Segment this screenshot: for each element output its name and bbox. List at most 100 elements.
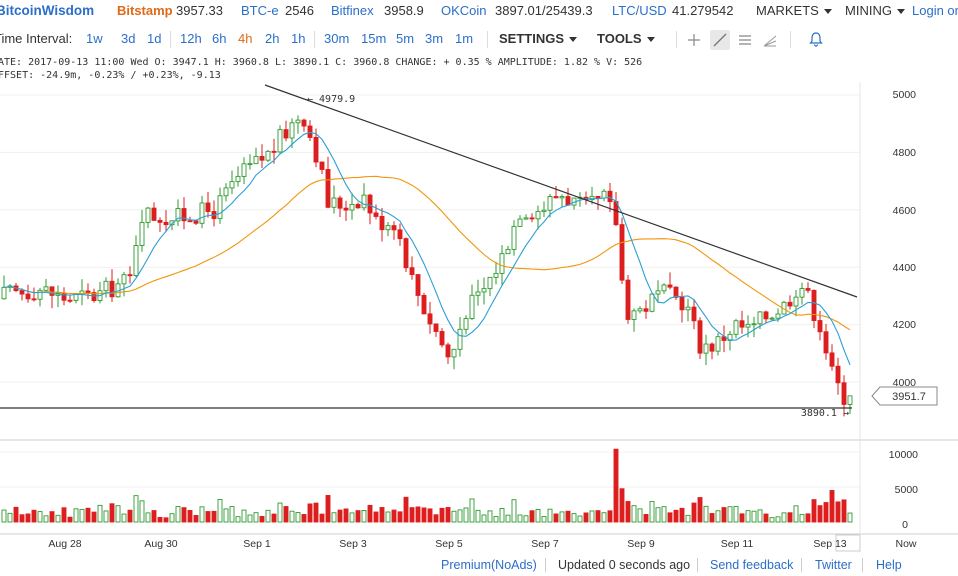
fibonacci-tool-icon[interactable] <box>762 32 778 48</box>
candle-body <box>181 208 187 222</box>
volume-bar <box>799 513 805 523</box>
interval-30m[interactable]: 30m <box>324 31 350 46</box>
candle-body <box>697 320 703 354</box>
volume-bar <box>151 510 157 523</box>
interval-15m[interactable]: 15m <box>361 31 387 46</box>
volume-bar <box>847 512 853 523</box>
volume-bar <box>421 507 427 523</box>
volume-bar <box>361 510 367 523</box>
candle-body <box>193 220 199 224</box>
candlesticks <box>1 115 853 417</box>
markets-menu[interactable]: MARKETS <box>756 3 832 18</box>
twitter-link[interactable]: Twitter <box>815 558 852 572</box>
login-link[interactable]: Login or <box>912 3 958 18</box>
footer-divider <box>801 558 802 572</box>
volume-bar <box>85 507 91 523</box>
candle-body <box>523 217 529 220</box>
exchange-okcoin[interactable]: OKCoin <box>441 3 487 18</box>
interval-5m[interactable]: 5m <box>396 31 415 46</box>
volume-bar <box>79 508 85 523</box>
volume-bar <box>703 505 709 523</box>
candle-body <box>475 291 481 296</box>
exchange-btce[interactable]: BTC-e <box>241 3 279 18</box>
tools-menu[interactable]: TOOLS <box>597 31 655 46</box>
toolbar-divider <box>790 31 791 48</box>
volume-bar <box>661 506 667 523</box>
exchange-ltcusd-price: 41.279542 <box>672 3 734 18</box>
horizontal-lines-icon[interactable] <box>737 32 753 48</box>
footer: Premium(NoAds) Updated 0 seconds ago Sen… <box>0 556 958 576</box>
volume-bar <box>403 496 409 523</box>
candle-body <box>175 208 181 222</box>
interval-6h[interactable]: 6h <box>212 31 227 46</box>
ma-fast-line <box>3 131 851 366</box>
candle-body <box>739 320 745 328</box>
volume-bar <box>307 503 313 523</box>
volume-bar <box>331 512 337 523</box>
exchange-bitfinex[interactable]: Bitfinex <box>331 3 374 18</box>
candle-body <box>709 343 715 352</box>
volume-bar <box>571 513 577 523</box>
ohlc-info-line: ATE: 2017-09-13 11:00 Wed O: 3947.1 H: 3… <box>0 57 643 68</box>
crosshair-icon[interactable] <box>686 32 702 48</box>
interval-1h[interactable]: 1h <box>291 31 306 46</box>
trendline-tool-icon[interactable] <box>710 30 730 50</box>
interval-1m[interactable]: 1m <box>455 31 474 46</box>
x-label-aug28: Aug 28 <box>48 538 81 550</box>
volume-bar <box>751 510 757 523</box>
mining-menu[interactable]: MINING <box>845 3 905 18</box>
candle-body <box>151 207 157 221</box>
bell-icon[interactable] <box>809 31 823 47</box>
candle-body <box>241 163 247 177</box>
volume-bar <box>277 502 283 523</box>
candle-body <box>439 331 445 346</box>
footer-divider <box>697 558 698 572</box>
candle-body <box>289 122 295 139</box>
send-feedback-link[interactable]: Send feedback <box>710 558 794 572</box>
interval-12h[interactable]: 12h <box>180 31 202 46</box>
candle-body <box>385 225 391 231</box>
interval-3d[interactable]: 3d <box>121 31 136 46</box>
help-link[interactable]: Help <box>876 558 902 572</box>
candle-body <box>823 331 829 354</box>
site-logo[interactable]: BitcoinWisdom <box>0 3 95 18</box>
candle-body <box>529 217 535 220</box>
interval-2h[interactable]: 2h <box>265 31 280 46</box>
volume-bar <box>397 511 403 523</box>
toolbar-divider <box>314 31 315 48</box>
interval-4h[interactable]: 4h <box>238 31 253 46</box>
candle-body <box>787 301 793 307</box>
interval-1w[interactable]: 1w <box>86 31 103 46</box>
candle-body <box>595 195 601 199</box>
candle-body <box>661 284 667 292</box>
price-chart[interactable]: 5000 4800 4600 4400 4200 4000 10000 5000… <box>0 82 958 552</box>
candle-body <box>499 253 505 274</box>
premium-link[interactable]: Premium(NoAds) <box>441 558 537 572</box>
candle-body <box>625 279 631 320</box>
volume-bar <box>445 507 451 523</box>
candle-body <box>673 286 679 298</box>
settings-menu[interactable]: SETTINGS <box>499 31 578 46</box>
volume-bar <box>169 513 175 523</box>
candle-body <box>85 290 91 294</box>
volume-bar <box>649 501 655 523</box>
volume-bar <box>241 509 247 523</box>
candle-body <box>253 155 259 165</box>
candle-body <box>415 274 421 296</box>
chevron-down-icon <box>896 9 905 15</box>
volume-bar <box>535 509 541 523</box>
candle-body <box>163 221 169 226</box>
volume-bar <box>181 507 187 523</box>
volume-bar <box>727 506 733 523</box>
interval-1d[interactable]: 1d <box>147 31 162 46</box>
current-price-label: 3951.7 <box>892 391 926 403</box>
interval-3m[interactable]: 3m <box>425 31 444 46</box>
candle-body <box>535 211 541 220</box>
exchange-bitstamp[interactable]: Bitstamp <box>117 3 173 18</box>
candle-body <box>505 248 511 255</box>
candle-body <box>259 155 265 161</box>
exchange-ltcusd[interactable]: LTC/USD <box>612 3 667 18</box>
footer-divider <box>545 558 546 572</box>
settings-menu-label: SETTINGS <box>499 31 565 46</box>
x-label-sep13: Sep 13 <box>813 538 846 550</box>
